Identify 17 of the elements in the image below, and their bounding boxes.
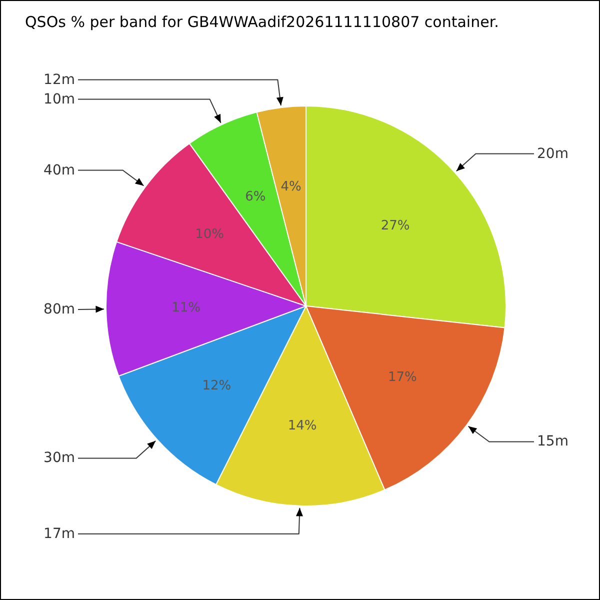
slice-label: 15m — [537, 434, 568, 450]
slice-label: 40m — [44, 162, 75, 178]
data-label: 27% — [380, 218, 410, 234]
data-label: 11% — [172, 300, 200, 316]
data-label: 4% — [280, 179, 302, 194]
slice-label: 12m — [44, 72, 75, 88]
slice-label: 80m — [44, 302, 75, 318]
slice-label: 17m — [44, 526, 75, 542]
slice-label: 30m — [44, 450, 75, 466]
data-label: 10% — [195, 227, 224, 242]
data-label: 12% — [202, 378, 232, 394]
data-label: 14% — [288, 418, 317, 434]
data-label: 17% — [388, 370, 417, 385]
slice-label: 10m — [44, 91, 75, 108]
data-label: 6% — [245, 190, 266, 205]
slice-label: 20m — [537, 146, 568, 162]
chart-title: QSOs % per band for GB4WWAadif20261111110807 container. — [25, 13, 499, 31]
